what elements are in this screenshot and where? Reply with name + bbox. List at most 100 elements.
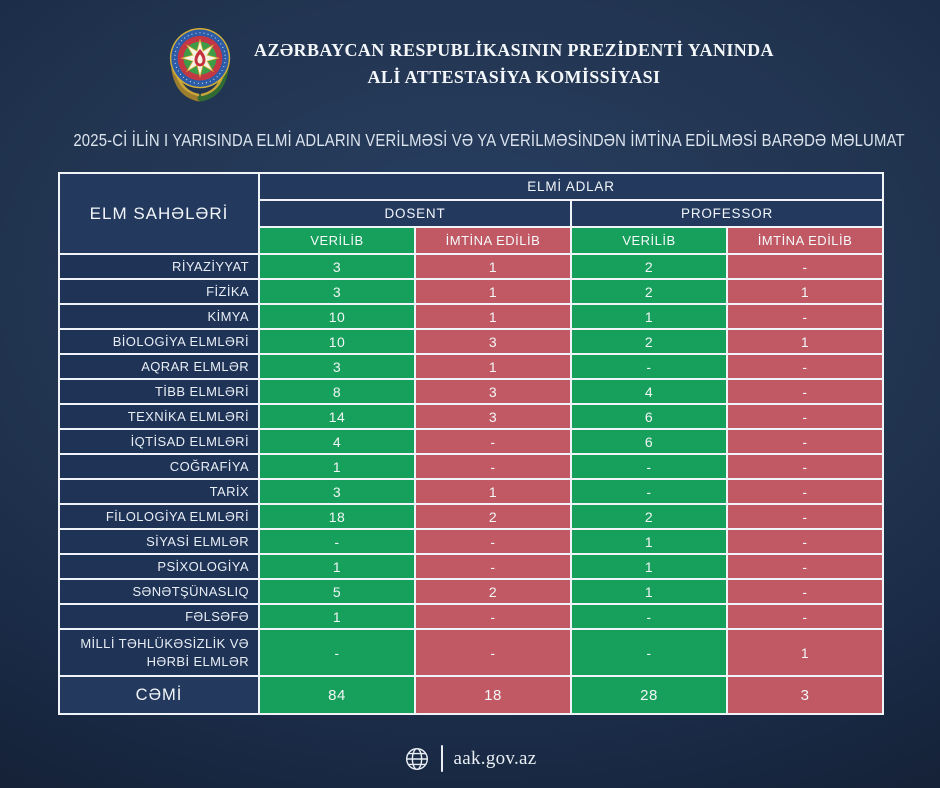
- table-row: FİLOLOGİYA ELMLƏRİ 18 2 2 -: [58, 503, 885, 530]
- value-cell: -: [725, 478, 885, 505]
- row-label: FİZİKA: [58, 278, 260, 305]
- status-header-professor-verilib: VERİLİB: [570, 226, 728, 255]
- value-cell: -: [414, 453, 572, 480]
- value-cell: 1: [570, 303, 728, 330]
- column-header-fields: ELM SAHƏLƏRİ: [58, 172, 260, 255]
- value-cell: -: [725, 578, 885, 605]
- table-row: BİOLOGİYA ELMLƏRİ 10 3 2 1: [58, 328, 885, 355]
- value-cell: 1: [414, 353, 572, 380]
- value-cell: 6: [570, 428, 728, 455]
- value-cell: 1: [414, 278, 572, 305]
- value-cell: -: [570, 628, 728, 677]
- value-cell: 1: [258, 553, 416, 580]
- value-cell: 5: [258, 578, 416, 605]
- value-cell: 2: [414, 578, 572, 605]
- table-header-row-group: ELM SAHƏLƏRİ ELMİ ADLAR: [58, 172, 885, 255]
- azerbaijan-emblem-icon: [166, 26, 234, 102]
- value-cell: 1: [725, 328, 885, 355]
- value-cell: -: [725, 253, 885, 280]
- table-header-row-status: VERİLİB İMTİNA EDİLİB VERİLİB İMTİNA EDİ…: [59, 226, 885, 255]
- value-cell: -: [258, 628, 416, 677]
- value-cell: -: [725, 428, 885, 455]
- subgroup-header-professor: PROFESSOR: [569, 199, 885, 228]
- data-table: ELM SAHƏLƏRİ ELMİ ADLAR DOSENT PROFESSOR…: [58, 172, 885, 715]
- row-label: TİBB ELMLƏRİ: [58, 378, 260, 405]
- table-row: RİYAZİYYAT 3 1 2 -: [58, 253, 885, 280]
- subgroup-header-dosent: DOSENT: [258, 199, 572, 228]
- table-row: KİMYA 10 1 1 -: [58, 303, 885, 330]
- table-header-row-subgroup: DOSENT PROFESSOR: [59, 199, 885, 228]
- row-label: FƏLSƏFƏ: [58, 603, 260, 630]
- row-label: RİYAZİYYAT: [58, 253, 260, 280]
- value-cell: 6: [570, 403, 728, 430]
- value-cell: -: [725, 528, 885, 555]
- table-row: AQRAR ELMLƏR 3 1 - -: [58, 353, 885, 380]
- table-row: SİYASİ ELMLƏR - - 1 -: [58, 528, 885, 555]
- row-label: FİLOLOGİYA ELMLƏRİ: [58, 503, 260, 530]
- table-row: SƏNƏTŞÜNASLIQ 5 2 1 -: [58, 578, 885, 605]
- status-header-professor-imtina: İMTİNA EDİLİB: [725, 226, 885, 255]
- value-cell: 14: [258, 403, 416, 430]
- value-cell: -: [570, 478, 728, 505]
- value-cell: -: [414, 603, 572, 630]
- row-label: TARİX: [58, 478, 260, 505]
- value-cell: -: [570, 453, 728, 480]
- table-row: TEXNİKA ELMLƏRİ 14 3 6 -: [58, 403, 885, 430]
- value-cell: 18: [258, 503, 416, 530]
- value-cell: 4: [258, 428, 416, 455]
- value-cell: -: [570, 603, 728, 630]
- value-cell: 1: [258, 453, 416, 480]
- value-cell: 10: [258, 328, 416, 355]
- value-cell: -: [725, 603, 885, 630]
- value-cell: 1: [570, 528, 728, 555]
- report-subtitle: 2025-Cİ İLİN I YARISINDA ELMİ ADLARIN VE…: [73, 130, 905, 150]
- value-cell: -: [414, 553, 572, 580]
- value-cell: -: [414, 628, 572, 677]
- value-cell: 2: [414, 503, 572, 530]
- table-row: TARİX 3 1 - -: [58, 478, 885, 505]
- total-value-cell: 84: [258, 675, 416, 715]
- value-cell: 3: [414, 403, 572, 430]
- value-cell: -: [725, 378, 885, 405]
- website-url: aak.gov.az: [453, 747, 537, 769]
- row-label: MİLLİ TƏHLÜKƏSİZLİK VƏ HƏRBİ ELMLƏR: [58, 628, 260, 677]
- globe-icon: [404, 746, 430, 772]
- status-header-dosent-imtina: İMTİNA EDİLİB: [414, 226, 572, 255]
- value-cell: 3: [414, 328, 572, 355]
- row-label: TEXNİKA ELMLƏRİ: [58, 403, 260, 430]
- row-label: COĞRAFİYA: [58, 453, 260, 480]
- value-cell: -: [414, 528, 572, 555]
- row-label: İQTİSAD ELMLƏRİ: [58, 428, 260, 455]
- value-cell: 2: [570, 278, 728, 305]
- table-total-row: CƏMİ 84 18 28 3: [58, 675, 885, 715]
- value-cell: 3: [258, 278, 416, 305]
- value-cell: 1: [570, 578, 728, 605]
- value-cell: 1: [725, 628, 885, 677]
- value-cell: 2: [570, 253, 728, 280]
- row-label: SİYASİ ELMLƏR: [58, 528, 260, 555]
- value-cell: 1: [570, 553, 728, 580]
- table-row: PSİXOLOGİYA 1 - 1 -: [58, 553, 885, 580]
- value-cell: -: [725, 503, 885, 530]
- total-value-cell: 3: [725, 675, 885, 715]
- value-cell: 1: [414, 253, 572, 280]
- total-value-cell: 28: [570, 675, 728, 715]
- total-row-label: CƏMİ: [58, 675, 260, 715]
- value-cell: 3: [414, 378, 572, 405]
- footer: aak.gov.az: [0, 745, 940, 772]
- total-value-cell: 18: [414, 675, 572, 715]
- table-row: TİBB ELMLƏRİ 8 3 4 -: [58, 378, 885, 405]
- header: AZƏRBAYCAN RESPUBLİKASININ PREZİDENTİ YA…: [0, 26, 940, 102]
- value-cell: 3: [258, 478, 416, 505]
- value-cell: -: [414, 428, 572, 455]
- table-row: COĞRAFİYA 1 - - -: [58, 453, 885, 480]
- value-cell: 1: [258, 603, 416, 630]
- value-cell: -: [725, 403, 885, 430]
- row-label: KİMYA: [58, 303, 260, 330]
- status-header-dosent-verilib: VERİLİB: [258, 226, 416, 255]
- footer-divider: [440, 745, 443, 772]
- value-cell: -: [725, 453, 885, 480]
- value-cell: 4: [570, 378, 728, 405]
- table-row: İQTİSAD ELMLƏRİ 4 - 6 -: [58, 428, 885, 455]
- value-cell: 2: [570, 503, 728, 530]
